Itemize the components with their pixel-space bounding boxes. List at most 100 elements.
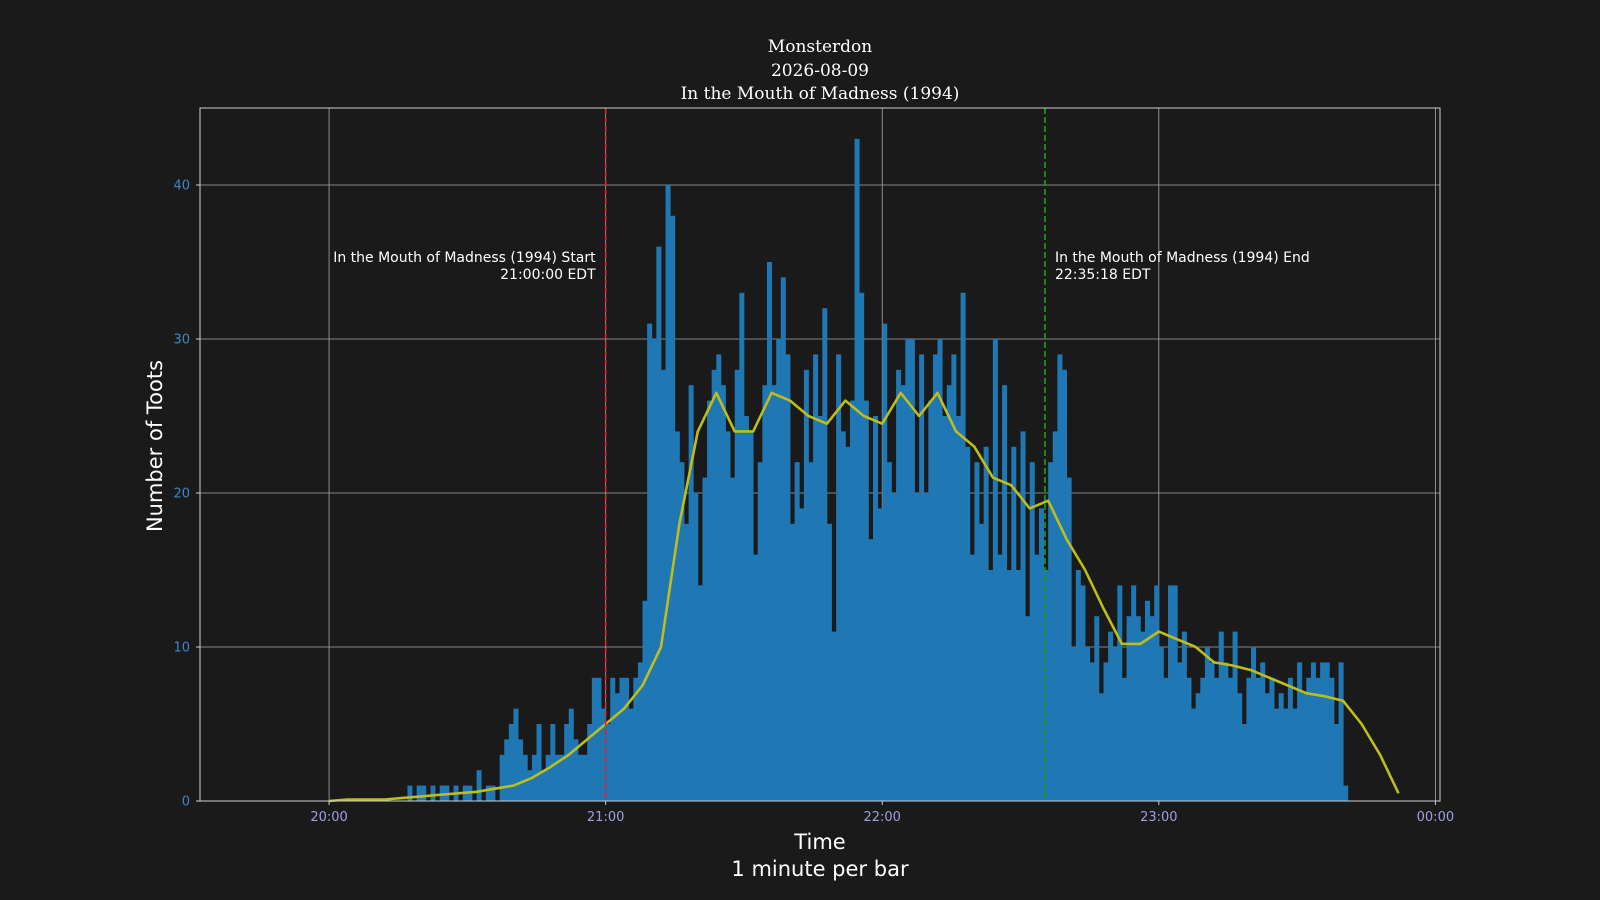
bar <box>476 770 482 801</box>
bar-series <box>407 138 1349 802</box>
bar <box>1006 570 1012 801</box>
bar <box>508 724 514 801</box>
bar <box>513 708 519 801</box>
bar <box>702 477 708 801</box>
bar <box>992 339 998 801</box>
bar <box>559 754 565 801</box>
bar <box>1154 585 1160 801</box>
bar <box>407 785 413 801</box>
bar <box>1038 508 1044 801</box>
bar <box>656 246 662 802</box>
bar <box>951 354 957 801</box>
plot-frame <box>199 107 1441 802</box>
bar <box>891 493 897 801</box>
x-axis-label: Time <box>793 830 845 854</box>
chart-title-line-1: Monsterdon <box>768 37 872 57</box>
bar <box>1181 631 1187 801</box>
bar <box>1140 631 1146 801</box>
bar <box>859 292 865 801</box>
bar <box>771 385 777 801</box>
bar <box>536 724 542 801</box>
x-axis-sublabel: 1 minute per bar <box>731 857 909 881</box>
bar <box>1329 677 1335 801</box>
x-tick-label: 22:00 <box>863 810 900 825</box>
bar <box>1343 785 1349 801</box>
bar <box>780 277 786 801</box>
bar <box>817 416 823 801</box>
y-tick-label: 30 <box>173 333 190 348</box>
bar <box>1144 600 1150 801</box>
bar <box>734 369 740 801</box>
bar <box>1306 677 1312 801</box>
bar <box>1163 677 1169 801</box>
bar <box>1149 616 1155 801</box>
y-tick-label: 0 <box>182 795 190 810</box>
bar <box>1025 616 1031 801</box>
bar <box>591 677 597 801</box>
bar <box>1310 662 1316 801</box>
bar <box>753 554 759 801</box>
bar <box>979 523 985 801</box>
bar <box>1071 647 1077 801</box>
bar <box>813 354 819 801</box>
bar <box>969 554 975 801</box>
bar <box>1338 662 1344 801</box>
bar <box>688 385 694 801</box>
bar <box>610 677 616 801</box>
bar <box>766 262 772 801</box>
bar <box>1200 677 1206 801</box>
bar <box>748 431 754 801</box>
bar <box>1287 677 1293 801</box>
bar <box>739 292 745 801</box>
bar <box>1052 431 1058 801</box>
bar <box>905 339 911 801</box>
bar <box>1246 677 1252 801</box>
y-tick-label: 10 <box>173 641 190 656</box>
bar <box>1131 585 1137 801</box>
bar <box>822 308 828 801</box>
bar <box>808 462 814 801</box>
bar <box>854 138 860 802</box>
bar <box>1080 585 1086 801</box>
marker-time: 21:00:00 EDT <box>500 267 596 283</box>
chart-title-line-3: In the Mouth of Madness (1994) <box>681 84 960 104</box>
bar <box>974 462 980 801</box>
y-axis-ticks: 0 10 20 30 40 <box>173 179 200 810</box>
bar <box>1204 647 1210 801</box>
bar <box>1020 431 1026 801</box>
bar <box>499 754 505 801</box>
bar <box>573 739 579 801</box>
bar <box>1283 708 1289 801</box>
y-axis-label: Number of Toots <box>143 360 167 532</box>
bar <box>647 323 653 801</box>
bar <box>1075 570 1081 801</box>
bar <box>896 369 902 801</box>
bar <box>1191 708 1197 801</box>
bar <box>541 770 547 801</box>
bar <box>831 631 837 801</box>
smoothed-series <box>328 391 1400 803</box>
bar <box>886 462 892 801</box>
bar <box>1232 631 1238 801</box>
marker-label: In the Mouth of Madness (1994) Start <box>333 250 596 266</box>
bar <box>518 739 524 801</box>
bar <box>725 431 731 801</box>
bar <box>1062 369 1068 801</box>
bar <box>873 416 879 801</box>
bar <box>568 708 574 801</box>
bar <box>914 493 920 801</box>
chart-title-line-2: 2026-08-09 <box>771 61 869 81</box>
bar <box>1301 693 1307 801</box>
bar <box>900 385 906 801</box>
bar <box>1255 677 1261 801</box>
bar <box>983 446 989 801</box>
x-axis-ticks: 20:00 21:00 22:00 23:00 00:00 <box>310 801 1454 825</box>
smoothed-line <box>328 391 1400 803</box>
bar <box>665 185 671 801</box>
bar <box>1278 693 1284 801</box>
bar <box>601 708 607 801</box>
bar <box>845 446 851 801</box>
bar <box>1223 662 1229 801</box>
bar <box>628 708 634 801</box>
marker-time: 22:35:18 EDT <box>1055 267 1151 283</box>
